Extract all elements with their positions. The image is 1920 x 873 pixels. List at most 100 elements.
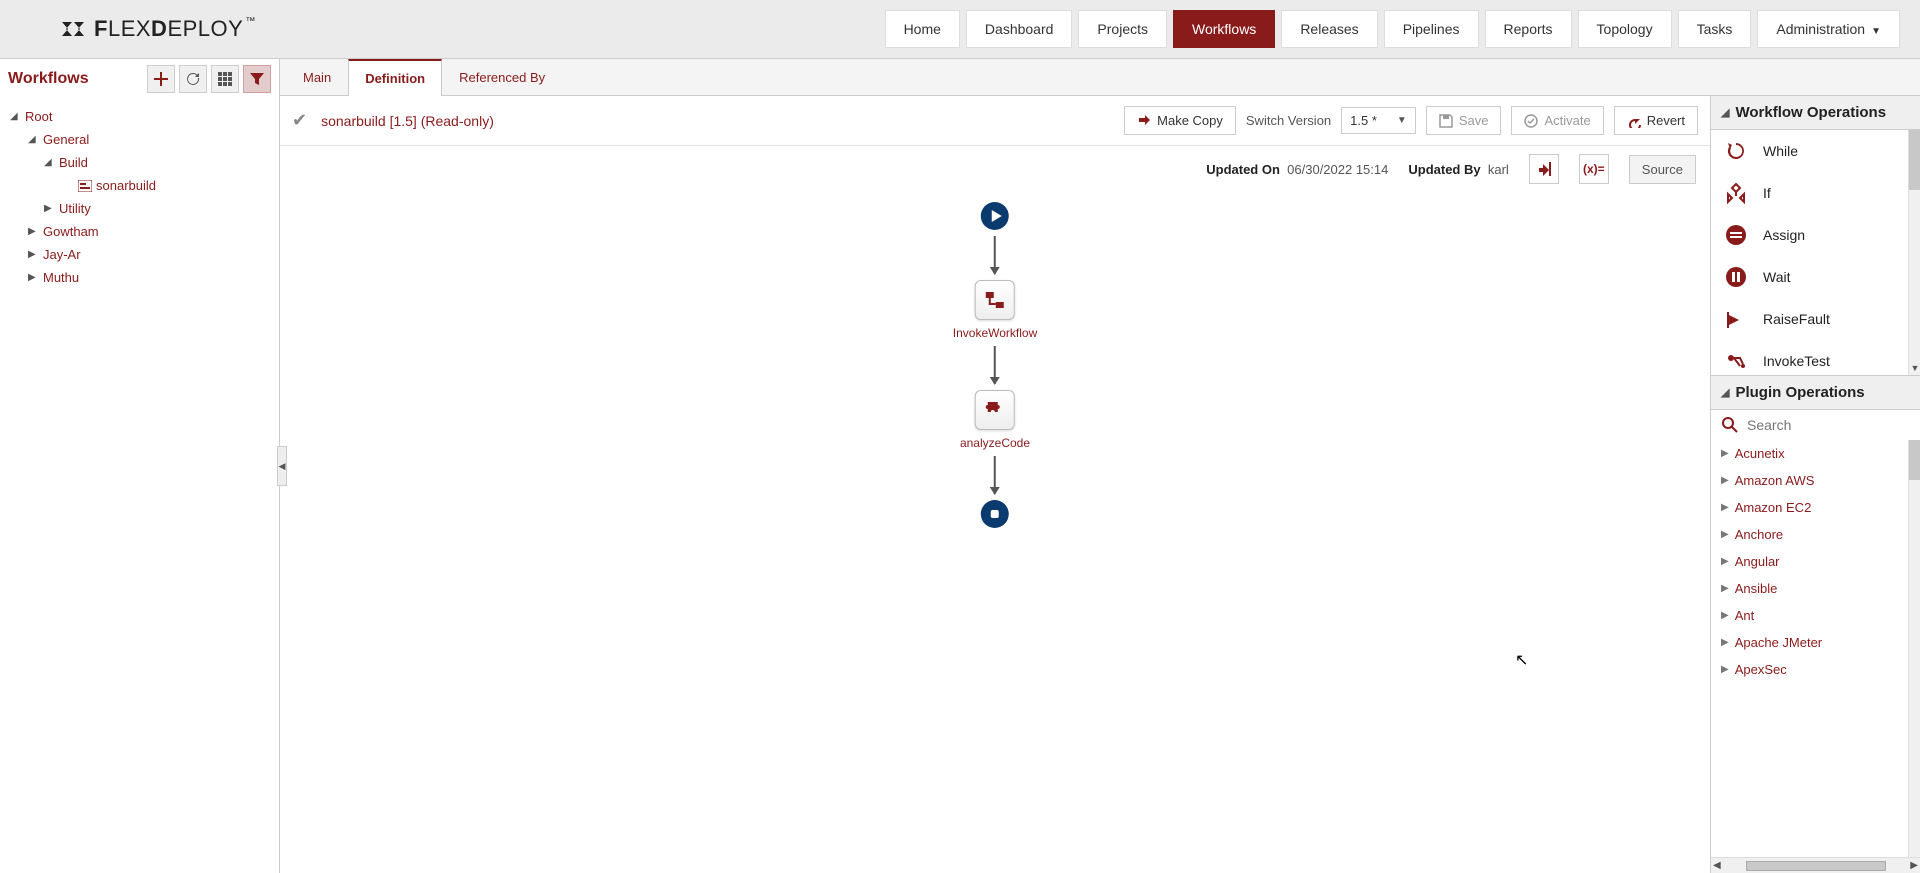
- updated-on-value: 06/30/2022 15:14: [1287, 162, 1388, 177]
- tab-main[interactable]: Main: [286, 59, 348, 95]
- canvas-column: ✔ sonarbuild [1.5] (Read-only) Make Copy…: [280, 96, 1710, 873]
- plugin-label: Ant: [1735, 608, 1755, 623]
- plugin-list: ▶Acunetix ▶Amazon AWS ▶Amazon EC2 ▶ Ancho…: [1711, 440, 1920, 857]
- op-invoketest[interactable]: InvokeTest: [1711, 340, 1920, 375]
- collapse-icon: ▶: [28, 272, 40, 283]
- save-button[interactable]: Save: [1426, 106, 1502, 135]
- tree-node-general[interactable]: ◢General: [8, 128, 275, 151]
- caret-down-icon: ▼: [1871, 26, 1881, 37]
- nav-pipelines[interactable]: Pipelines: [1384, 10, 1479, 48]
- variables-button[interactable]: (x)=: [1579, 154, 1609, 184]
- plugin-apexsec[interactable]: ▶ApexSec: [1711, 656, 1908, 683]
- collapse-icon: ▶: [44, 203, 56, 214]
- plugin-ant[interactable]: ▶Ant: [1711, 602, 1908, 629]
- plugin-acunetix[interactable]: ▶Acunetix: [1711, 440, 1908, 467]
- plugin-apache-jmeter[interactable]: ▶Apache JMeter: [1711, 629, 1908, 656]
- op-label: While: [1763, 143, 1798, 159]
- logo-text-d: EPLOY: [167, 16, 243, 41]
- scroll-left-icon[interactable]: ◀: [1713, 860, 1721, 871]
- activate-button[interactable]: Activate: [1511, 106, 1603, 135]
- nav-topology[interactable]: Topology: [1578, 10, 1672, 48]
- op-while[interactable]: While: [1711, 130, 1920, 172]
- start-node[interactable]: [981, 202, 1009, 230]
- step-analyze-code[interactable]: [975, 390, 1015, 430]
- expand-icon: ▶: [1721, 529, 1729, 540]
- end-node[interactable]: [981, 500, 1009, 528]
- step-invoke-workflow[interactable]: [975, 280, 1015, 320]
- flow-arrow: [994, 456, 996, 494]
- revert-button[interactable]: Revert: [1614, 106, 1698, 135]
- add-workflow-button[interactable]: [147, 65, 175, 93]
- grid-view-button[interactable]: [211, 65, 239, 93]
- tab-definition[interactable]: Definition: [348, 59, 442, 96]
- search-icon: [1721, 416, 1739, 434]
- main-column: Main Definition Referenced By ✔ sonarbui…: [280, 59, 1920, 873]
- tree-node-gowtham[interactable]: ▶Gowtham: [8, 220, 275, 243]
- plugin-anchore[interactable]: ▶ Anchore: [1711, 521, 1908, 548]
- make-copy-button[interactable]: Make Copy: [1124, 106, 1236, 135]
- tree-node-muthu[interactable]: ▶Muthu: [8, 266, 275, 289]
- flow-diagram: InvokeWorkflow analyzeCode: [953, 202, 1037, 528]
- filter-button[interactable]: [243, 65, 271, 93]
- if-icon: [1725, 182, 1747, 204]
- nav-workflows[interactable]: Workflows: [1173, 10, 1275, 48]
- logo-text-a: F: [94, 16, 108, 41]
- scroll-right-icon[interactable]: ▶: [1910, 860, 1918, 871]
- expand-icon: ▶: [1721, 475, 1729, 486]
- tree-node-build[interactable]: ◢Build: [8, 151, 275, 174]
- version-select[interactable]: 1.5 * ▼: [1341, 107, 1416, 134]
- workflow-title: sonarbuild [1.5] (Read-only): [321, 113, 494, 129]
- expand-icon: ▶: [1721, 583, 1729, 594]
- plugin-ansible[interactable]: ▶Ansible: [1711, 575, 1908, 602]
- chevron-down-icon: ▼: [1397, 115, 1407, 126]
- plugin-label: Angular: [1735, 554, 1780, 569]
- tree-node-utility[interactable]: ▶Utility: [8, 197, 275, 220]
- tree-label: General: [43, 132, 89, 147]
- plugin-icon: [984, 399, 1006, 421]
- nav-reports[interactable]: Reports: [1485, 10, 1572, 48]
- collapse-icon: ▶: [28, 226, 40, 237]
- tree-node-root[interactable]: ◢Root: [8, 105, 275, 128]
- nav-administration[interactable]: Administration▼: [1757, 10, 1900, 48]
- tree-label: Jay-Ar: [43, 247, 81, 262]
- plugin-operations-header[interactable]: ◢ Plugin Operations: [1711, 376, 1920, 410]
- import-button[interactable]: [1529, 154, 1559, 184]
- refresh-button[interactable]: [179, 65, 207, 93]
- plugin-angular[interactable]: ▶Angular: [1711, 548, 1908, 575]
- tree-node-jayar[interactable]: ▶Jay-Ar: [8, 243, 275, 266]
- plugin-label: ApexSec: [1735, 662, 1787, 677]
- play-icon: [991, 210, 1001, 222]
- updated-by-value: karl: [1488, 162, 1509, 177]
- tab-referenced-by[interactable]: Referenced By: [442, 59, 562, 95]
- save-label: Save: [1459, 113, 1489, 128]
- workflow-operations-panel: ◢ Workflow Operations While If: [1711, 96, 1920, 376]
- nav-home[interactable]: Home: [885, 10, 960, 48]
- op-label: If: [1763, 185, 1771, 201]
- op-if[interactable]: If: [1711, 172, 1920, 214]
- expand-icon: ◢: [44, 157, 56, 168]
- nav-projects[interactable]: Projects: [1078, 10, 1167, 48]
- op-label: Wait: [1763, 269, 1790, 285]
- workflow-operations-header[interactable]: ◢ Workflow Operations: [1711, 96, 1920, 130]
- plugin-amazon-aws[interactable]: ▶Amazon AWS: [1711, 467, 1908, 494]
- tree-label: sonarbuild: [96, 178, 156, 193]
- make-copy-label: Make Copy: [1157, 113, 1223, 128]
- plugin-label: Anchore: [1735, 527, 1783, 542]
- invoketest-icon: [1725, 350, 1747, 372]
- op-wait[interactable]: Wait: [1711, 256, 1920, 298]
- activate-label: Activate: [1544, 113, 1590, 128]
- tree-node-sonarbuild[interactable]: sonarbuild: [8, 174, 275, 197]
- source-button[interactable]: Source: [1629, 155, 1696, 184]
- hscroll-thumb[interactable]: [1746, 861, 1886, 871]
- op-assign[interactable]: Assign: [1711, 214, 1920, 256]
- nav-releases[interactable]: Releases: [1281, 10, 1377, 48]
- workflow-canvas[interactable]: InvokeWorkflow analyzeCode: [280, 192, 1710, 873]
- plugin-hscroll[interactable]: ◀ ▶: [1711, 857, 1920, 873]
- plugin-search-input[interactable]: [1747, 417, 1920, 433]
- nav-tasks[interactable]: Tasks: [1678, 10, 1752, 48]
- op-raisefault[interactable]: RaiseFault: [1711, 298, 1920, 340]
- plugin-amazon-ec2[interactable]: ▶Amazon EC2: [1711, 494, 1908, 521]
- version-value: 1.5 *: [1350, 113, 1377, 128]
- nav-dashboard[interactable]: Dashboard: [966, 10, 1073, 48]
- revert-icon: [1627, 114, 1641, 128]
